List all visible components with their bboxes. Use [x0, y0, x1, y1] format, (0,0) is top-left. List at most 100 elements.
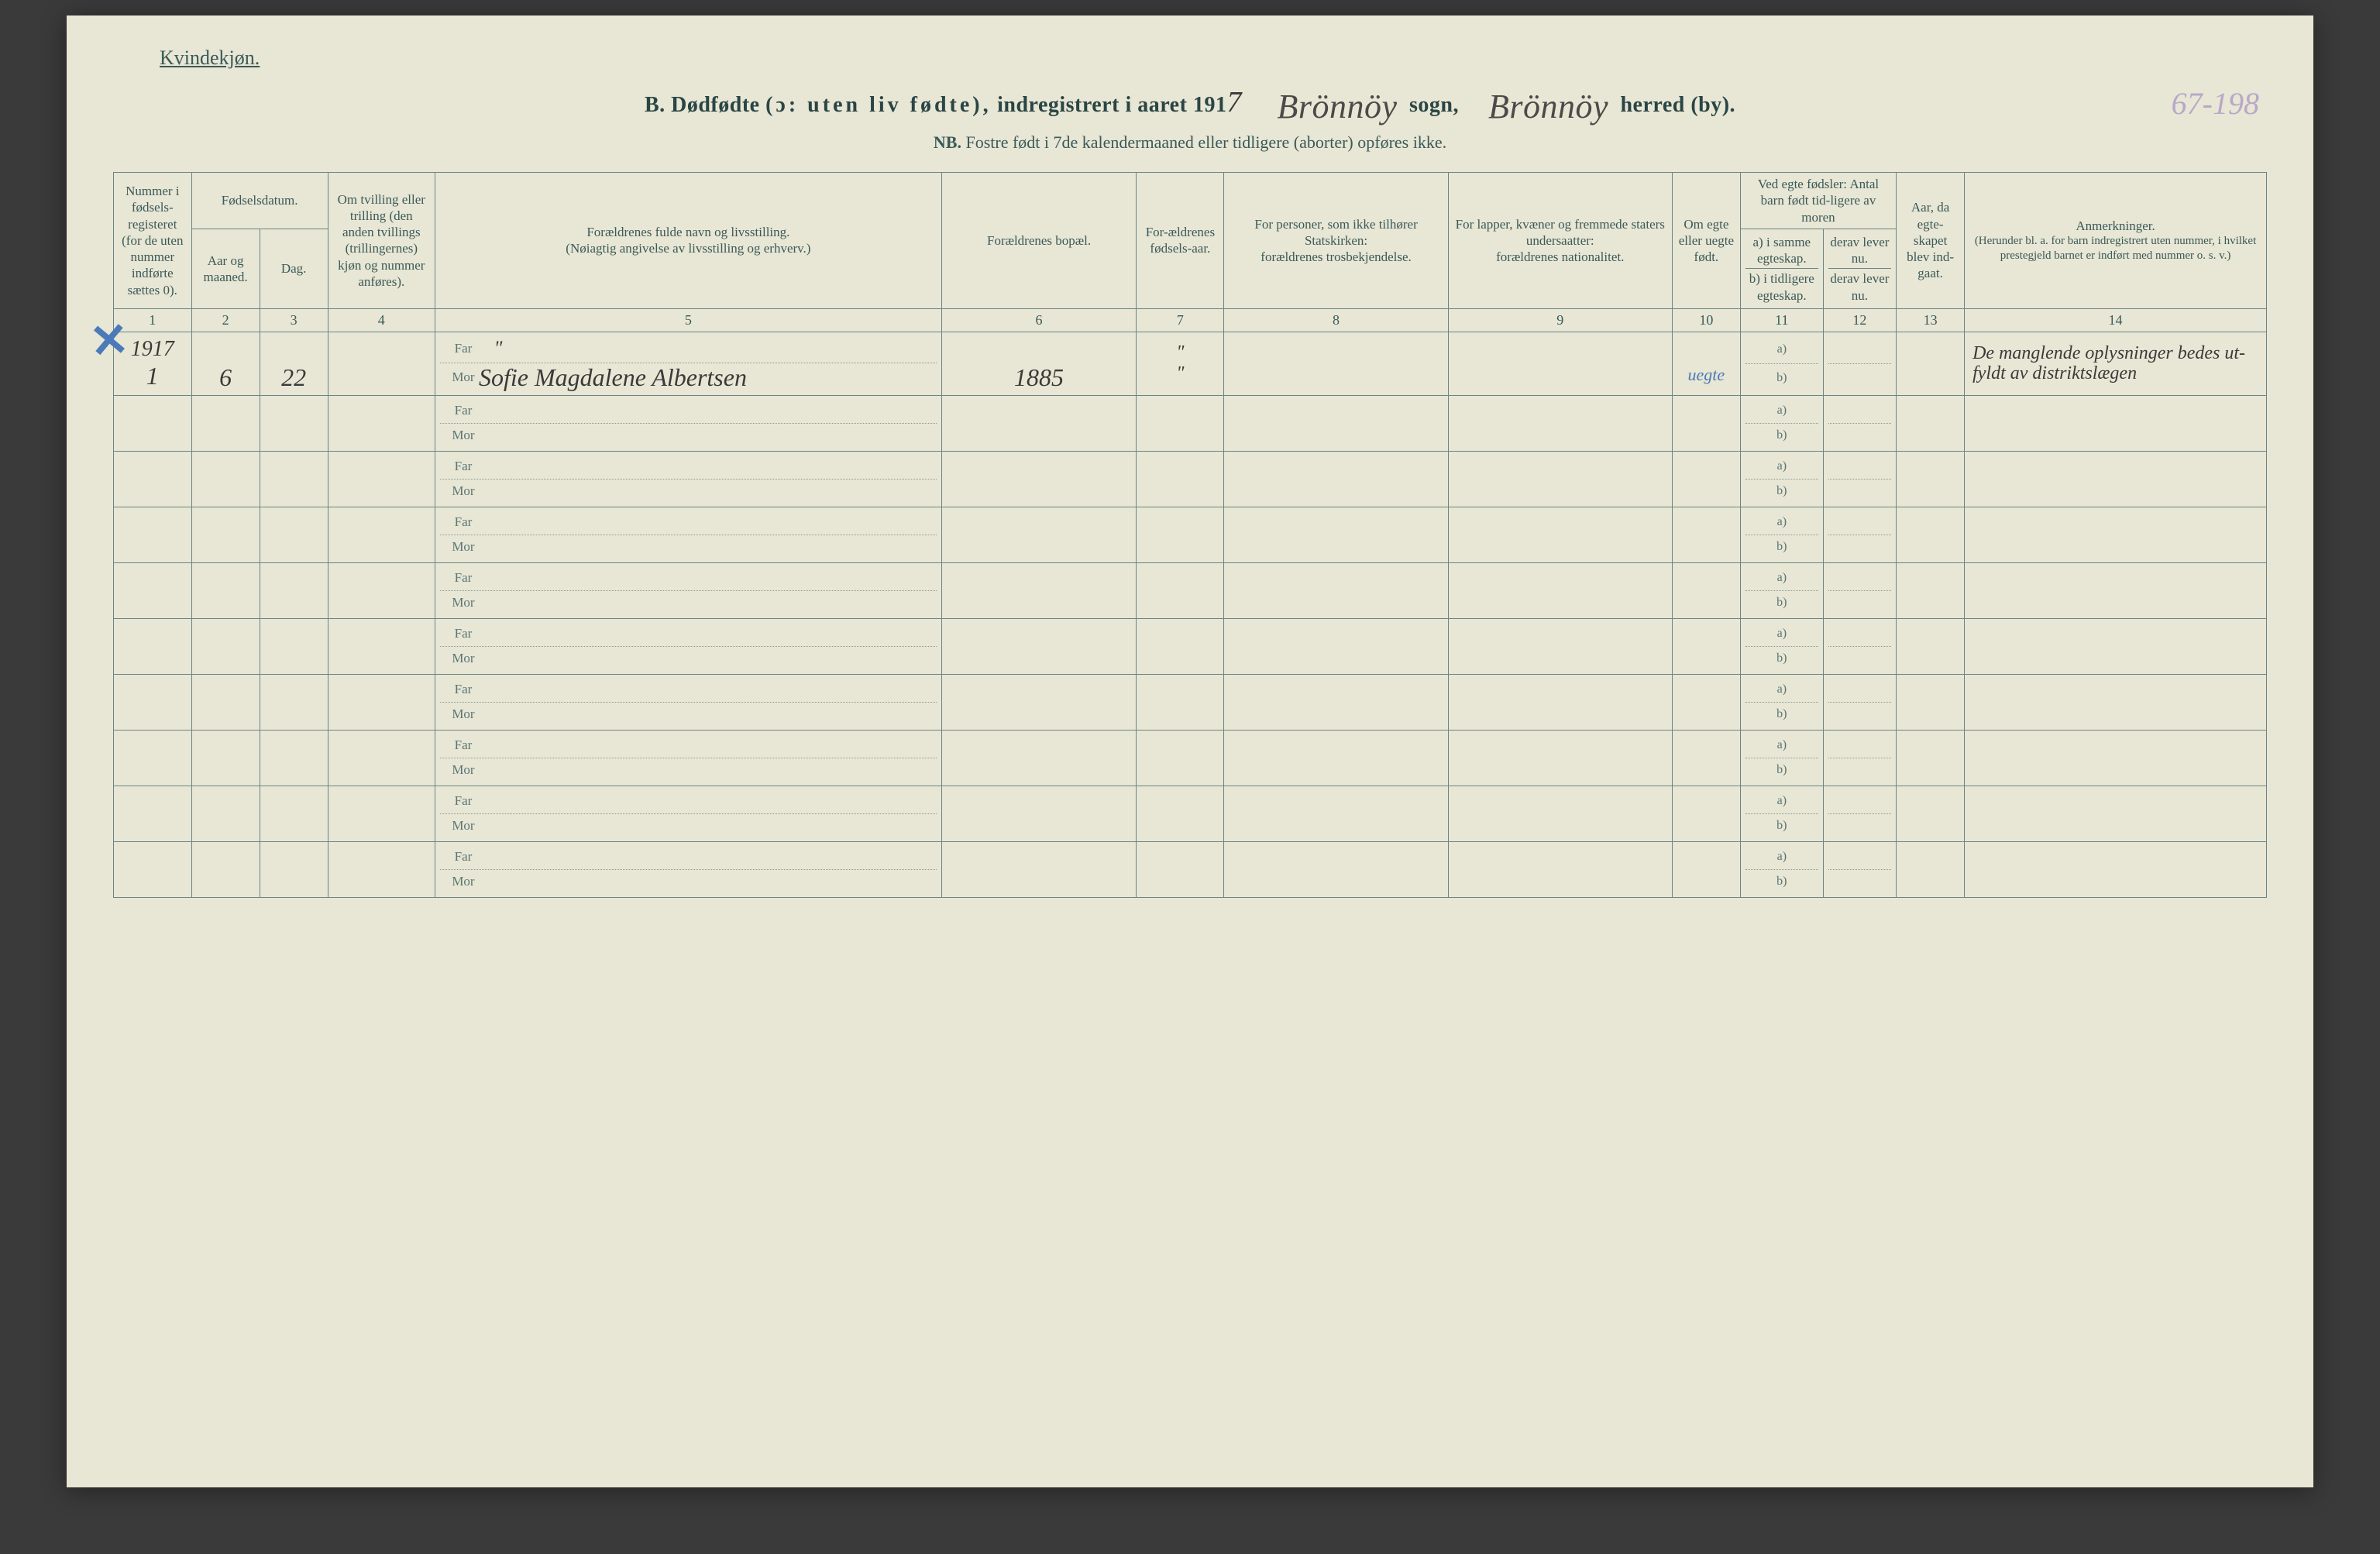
col-10-header: Om egte eller uegte født.	[1672, 173, 1740, 309]
cell	[1137, 451, 1224, 507]
cell	[328, 841, 435, 897]
cell	[191, 451, 260, 507]
cell	[1823, 332, 1896, 395]
cell	[114, 786, 192, 841]
herred-handwritten: Brönnöy	[1482, 87, 1615, 126]
cell	[1224, 674, 1448, 730]
cell	[191, 395, 260, 451]
col-12b: derav lever nu.	[1828, 269, 1891, 305]
cell	[1823, 451, 1896, 507]
cell	[328, 332, 435, 395]
cell	[328, 786, 435, 841]
table-row: Far Mor a)b)	[114, 730, 2267, 786]
cell	[1897, 730, 1965, 786]
cell: a)b)	[1740, 618, 1823, 674]
cell: Far " MorSofie Magdalene Albertsen	[435, 332, 941, 395]
cell	[941, 618, 1136, 674]
cell	[1672, 674, 1740, 730]
cell	[1897, 618, 1965, 674]
cell	[191, 618, 260, 674]
colnum: 11	[1740, 308, 1823, 332]
col-12a: derav lever nu.	[1828, 232, 1891, 270]
cell: 6	[191, 332, 260, 395]
cell	[1224, 786, 1448, 841]
cell	[328, 507, 435, 562]
col-2a-header: Aar og maaned.	[191, 229, 260, 308]
cell	[260, 786, 328, 841]
cell	[1224, 562, 1448, 618]
cell	[260, 395, 328, 451]
register-page: ✕ Kvindekjøn. B. Dødfødte (ɔ: uten liv f…	[67, 15, 2313, 1487]
cell	[260, 841, 328, 897]
cell: a)b)	[1740, 786, 1823, 841]
col-6-header: Forældrenes bopæl.	[941, 173, 1136, 309]
cell: a)b)	[1740, 841, 1823, 897]
cell	[1448, 395, 1672, 451]
cell: Far Mor	[435, 674, 941, 730]
col-1-header: Nummer i fødsels-registeret (for de uten…	[114, 173, 192, 309]
sogn-handwritten: Brönnöy	[1271, 87, 1403, 126]
cell	[1224, 730, 1448, 786]
cell	[1448, 618, 1672, 674]
cell	[1965, 786, 2267, 841]
col-8b: forældrenes trosbekjendelse.	[1229, 249, 1443, 265]
column-number-row: 1 2 3 4 5 6 7 8 9 10 11 12 13 14	[114, 308, 2267, 332]
cell	[1224, 332, 1448, 395]
cell	[1137, 730, 1224, 786]
cell	[1137, 786, 1224, 841]
cell	[1823, 786, 1896, 841]
colnum: 5	[435, 308, 941, 332]
cell	[1965, 730, 2267, 786]
cell	[1137, 674, 1224, 730]
cell	[1965, 451, 2267, 507]
cell	[1137, 507, 1224, 562]
cell	[114, 507, 192, 562]
cell	[328, 395, 435, 451]
cell	[1137, 841, 1224, 897]
table-row: Far Mor a)b)	[114, 451, 2267, 507]
cell: Far Mor	[435, 618, 941, 674]
colnum: 8	[1224, 308, 1448, 332]
cell: a)b)	[1740, 332, 1823, 395]
col-9a: For lapper, kvæner og fremmede staters u…	[1453, 216, 1667, 249]
year-digit: 7	[1226, 86, 1242, 119]
cell	[941, 730, 1136, 786]
col-9-header: For lapper, kvæner og fremmede staters u…	[1448, 173, 1672, 309]
cell: Far Mor	[435, 730, 941, 786]
nb-line: NB. Fostre født i 7de kalendermaaned ell…	[113, 132, 2267, 153]
cell	[941, 786, 1136, 841]
col-14a: Anmerkninger.	[1969, 218, 2261, 234]
cell: Far Mor	[435, 507, 941, 562]
cell: a)b)	[1740, 395, 1823, 451]
register-table: Nummer i fødsels-registeret (for de uten…	[113, 172, 2267, 898]
cell	[1897, 674, 1965, 730]
col-12-sub: derav lever nu. derav lever nu.	[1823, 229, 1896, 308]
cell	[1448, 562, 1672, 618]
cell	[191, 786, 260, 841]
col-11-top-header: Ved egte fødsler: Antal barn født tid-li…	[1740, 173, 1896, 229]
gender-header: Kvindekjøn.	[160, 46, 2267, 70]
cell: Far Mor	[435, 395, 941, 451]
cell	[1224, 507, 1448, 562]
table-body: 19171622 Far " MorSofie Magdalene Albert…	[114, 332, 2267, 897]
cell	[1965, 562, 2267, 618]
cell	[191, 841, 260, 897]
cell	[1897, 562, 1965, 618]
cell	[1965, 507, 2267, 562]
table-row: Far Mor a)b)	[114, 674, 2267, 730]
cell	[114, 618, 192, 674]
colnum: 14	[1965, 308, 2267, 332]
cell: Far Mor	[435, 841, 941, 897]
cell: ""	[1137, 332, 1224, 395]
cell	[191, 507, 260, 562]
col-9b: forældrenes nationalitet.	[1453, 249, 1667, 265]
cell	[1448, 841, 1672, 897]
cell	[1897, 451, 1965, 507]
cell	[1672, 507, 1740, 562]
cell	[1897, 332, 1965, 395]
cell: 1885	[941, 332, 1136, 395]
cell	[260, 562, 328, 618]
cell	[114, 730, 192, 786]
nb-label: NB.	[934, 132, 961, 152]
page-number: 67-198	[2172, 85, 2259, 122]
